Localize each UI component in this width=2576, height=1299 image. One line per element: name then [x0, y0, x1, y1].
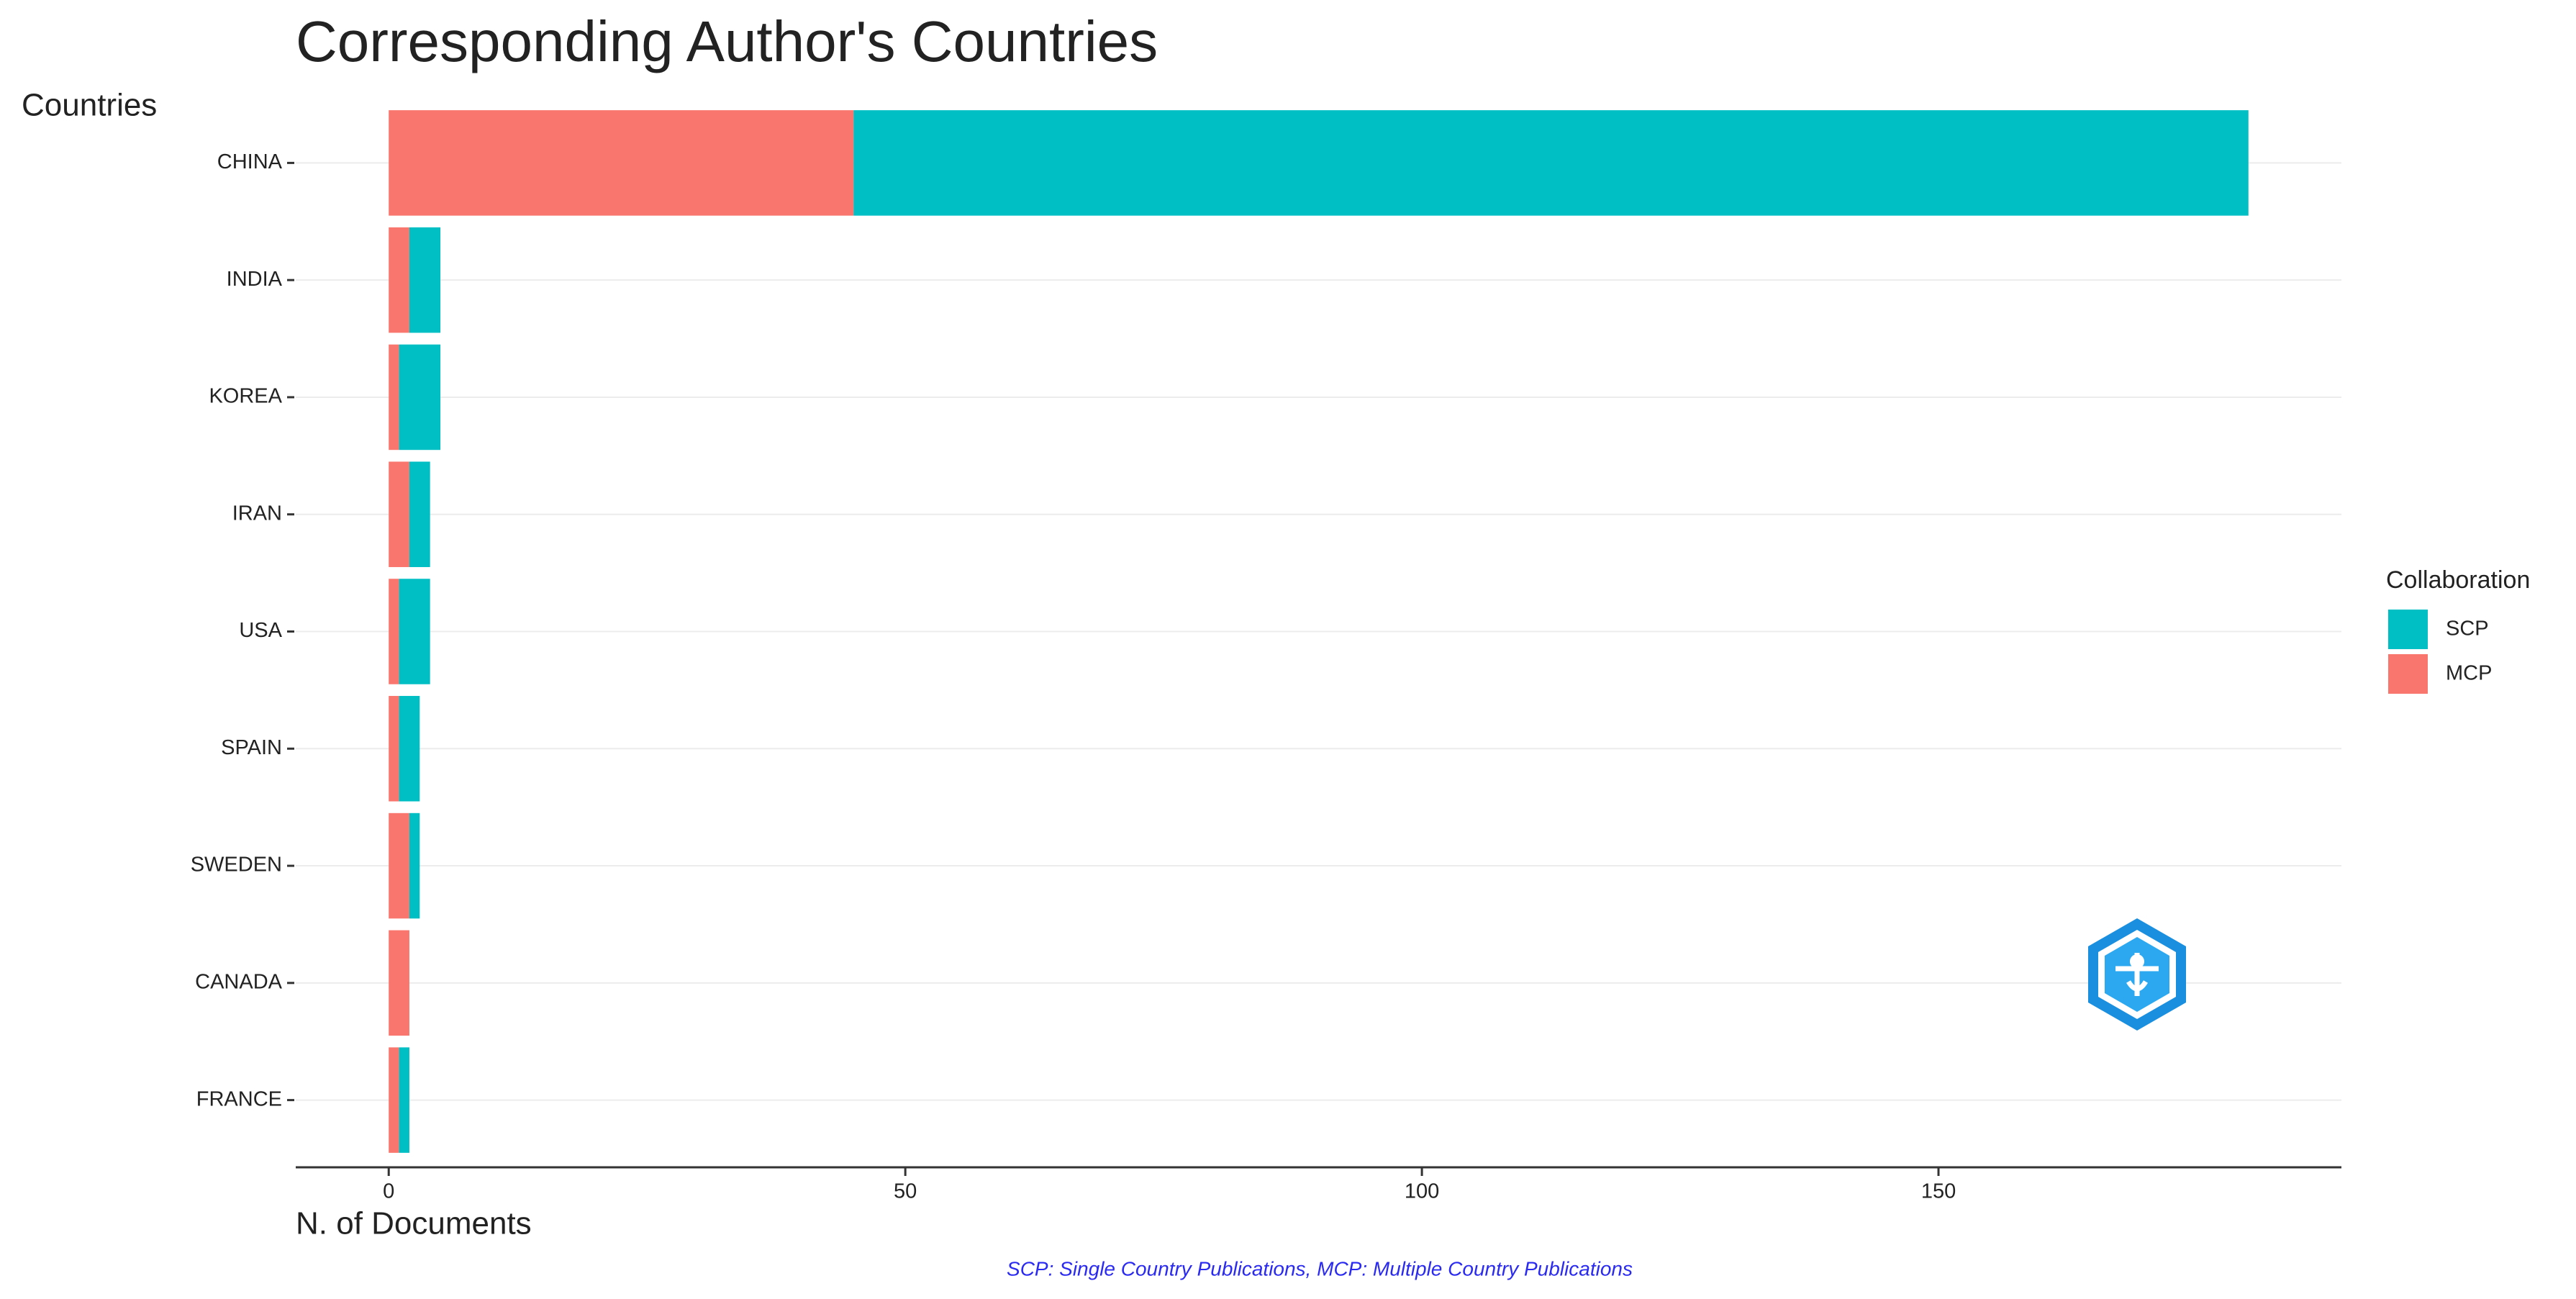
bar-segment	[409, 461, 430, 567]
bar-segment	[399, 579, 430, 684]
legend-label: SCP	[2446, 617, 2489, 641]
x-axis-title: N. of Documents	[296, 1206, 532, 1241]
y-tick-label: CANADA	[195, 970, 283, 993]
y-tick-label: CHINA	[217, 150, 283, 173]
bar-segment	[399, 1047, 409, 1153]
legend-swatch	[2388, 654, 2428, 694]
x-tick-label: 150	[1921, 1180, 1956, 1203]
y-tick-label: USA	[239, 619, 282, 642]
y-tick-label: KOREA	[209, 385, 282, 408]
bar-segment	[399, 696, 420, 802]
bar-segment	[389, 227, 409, 333]
bar-segment	[389, 344, 399, 451]
bar-segment	[389, 813, 409, 919]
y-axis-title: Countries	[22, 88, 157, 123]
x-tick-label: 0	[383, 1180, 394, 1203]
bar-segment	[389, 1047, 399, 1153]
bar-segment	[399, 344, 441, 451]
bar-segment	[389, 110, 854, 216]
y-tick-label: SPAIN	[221, 736, 282, 759]
bar-segment	[409, 813, 420, 919]
bar-segment	[409, 227, 441, 333]
y-tick-label: SWEDEN	[191, 854, 282, 877]
caption: SCP: Single Country Publications, MCP: M…	[1007, 1257, 1633, 1280]
y-tick-label: FRANCE	[196, 1087, 282, 1110]
bar-segment	[389, 696, 399, 802]
y-tick-label: INDIA	[227, 268, 283, 291]
legend-label: MCP	[2446, 662, 2492, 685]
x-tick-label: 50	[894, 1180, 917, 1203]
chart-title: Corresponding Author's Countries	[296, 9, 1158, 73]
bar-segment	[389, 461, 409, 567]
bar-segment	[853, 110, 2249, 216]
legend-swatch	[2388, 610, 2428, 649]
bar-segment	[389, 930, 409, 1036]
y-tick-label: IRAN	[232, 502, 282, 525]
x-tick-label: 100	[1405, 1180, 1439, 1203]
legend-title: Collaboration	[2386, 566, 2530, 594]
logo	[2088, 918, 2186, 1031]
plot-area: CHINA INDIA KOREA IRAN USA SPAIN SWEDEN CANADA F…	[191, 110, 2341, 1203]
bar-segment	[389, 579, 399, 684]
